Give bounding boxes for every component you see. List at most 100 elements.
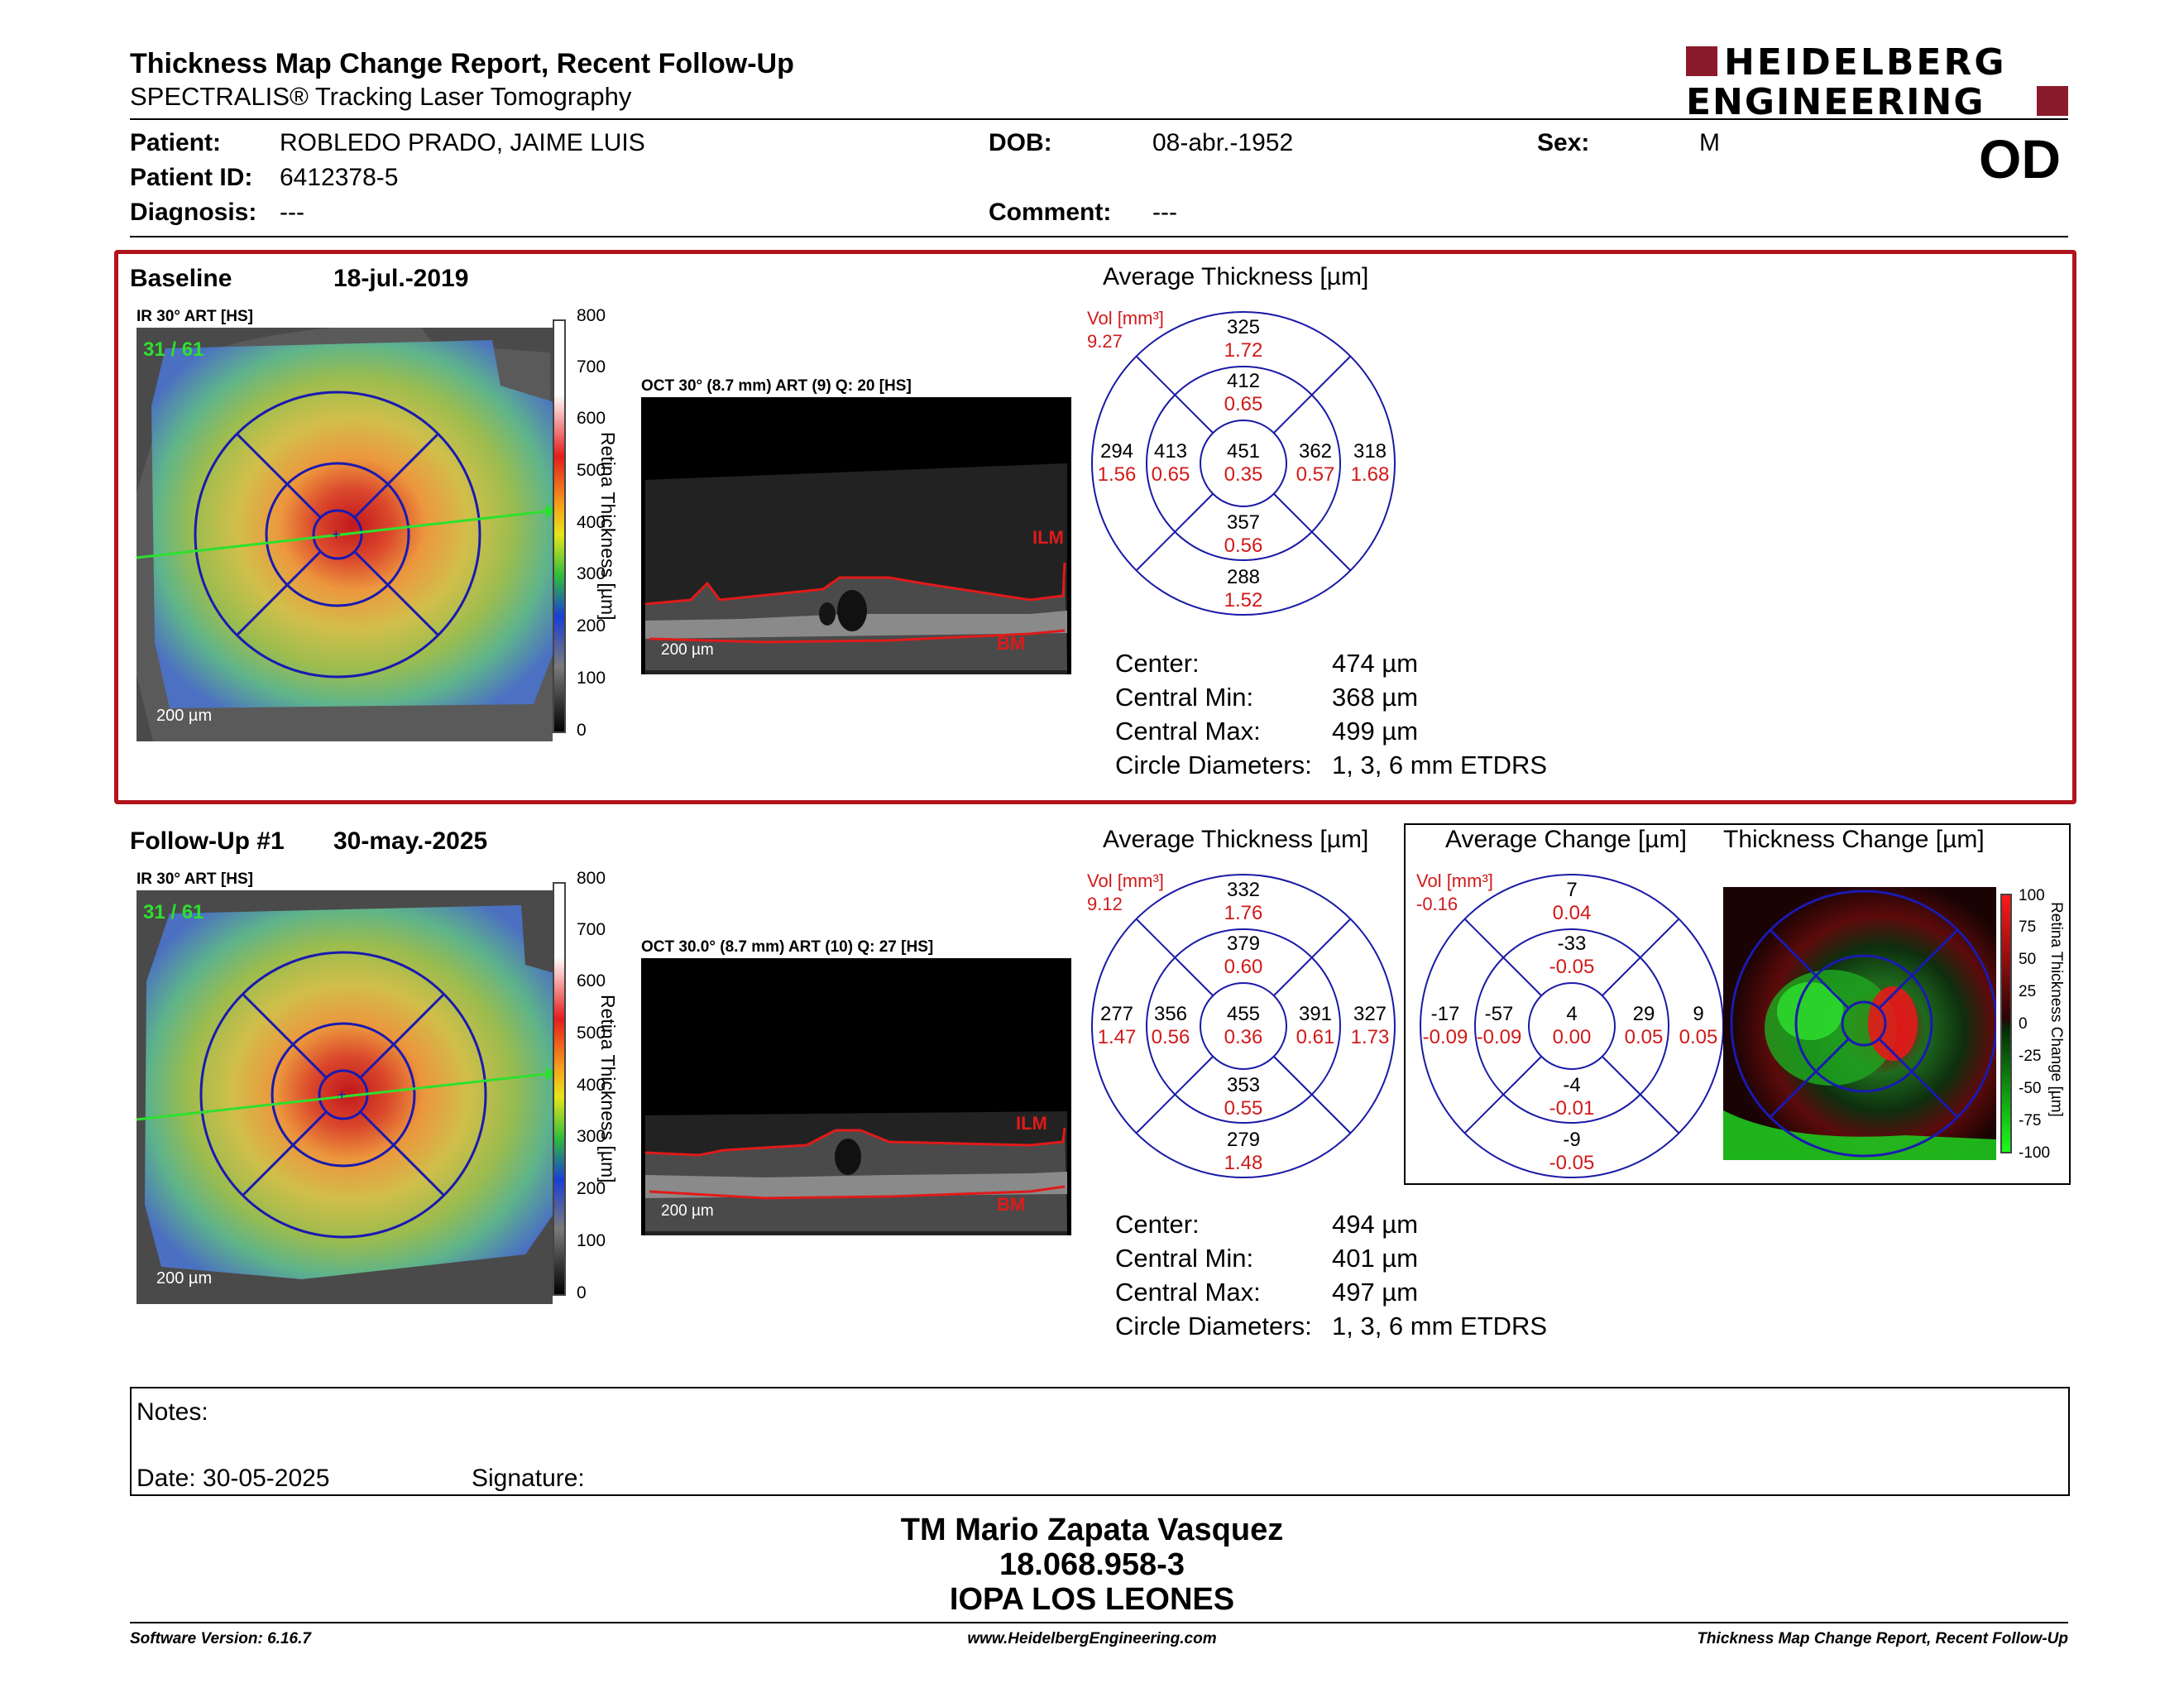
baseline-outer-bottom-thickness: 288: [1227, 566, 1260, 588]
baseline-stat-value: 474 µm: [1332, 649, 1419, 678]
signature-label: Signature:: [472, 1465, 585, 1492]
change-scale-tick: 0: [2019, 1015, 2028, 1033]
baseline-date: 18-jul.-2019: [333, 265, 469, 292]
followup-oct-label: OCT 30.0° (8.7 mm) ART (10) Q: 27 [HS]: [641, 938, 934, 956]
signer-institution: IOPA LOS LEONES: [949, 1582, 1235, 1617]
baseline-oct-scalebar: 200 µm: [661, 641, 714, 659]
followup-stat-value: 497 µm: [1332, 1278, 1419, 1307]
report-title: Thickness Map Change Report, Recent Foll…: [130, 48, 794, 79]
diagnosis-value: ---: [280, 199, 304, 226]
followup-thickness-scale: [553, 882, 566, 1296]
eye-indicator: OD: [1979, 128, 2061, 189]
followup-inner-right-thickness: 391: [1299, 1003, 1332, 1025]
followup-outer-left-thickness: 277: [1100, 1003, 1133, 1025]
followup-vol-value: 9.12: [1087, 894, 1123, 914]
change-inner-top-volume: -0.05: [1549, 956, 1595, 978]
change-outer-top-volume: 0.04: [1553, 902, 1592, 924]
baseline-oct-image: ILM BM 200 µm: [641, 397, 1071, 674]
followup-scale-tick: 800: [577, 869, 606, 888]
change-center-volume: 0.00: [1553, 1026, 1592, 1048]
change-center-thickness: 4: [1566, 1003, 1577, 1025]
heidelberg-logo: HEIDELBERG ENGINEERING: [1686, 41, 2068, 123]
followup-outer-right-volume: 1.73: [1351, 1026, 1390, 1048]
followup-scale-tick: 600: [577, 971, 606, 990]
header-divider: [130, 118, 2068, 120]
change-scale: [2000, 894, 2012, 1153]
followup-thickness-map: + 31 / 61 200 µm: [136, 890, 553, 1304]
footer-divider: [130, 1622, 2068, 1623]
followup-inner-top-thickness: 379: [1227, 933, 1260, 955]
logo-line1: HEIDELBERG: [1724, 41, 2007, 84]
followup-scale-tick: 400: [577, 1076, 606, 1095]
patient-divider: [130, 236, 2068, 237]
baseline-inner-top-thickness: 412: [1227, 370, 1260, 392]
followup-etdrs-grid: 332 1.76 379 0.60 455 0.36 353 0.55 279 …: [1090, 873, 1396, 1179]
baseline-stat-label: Central Min:: [1115, 683, 1254, 712]
baseline-inner-right-volume: 0.57: [1296, 463, 1335, 486]
baseline-outer-right-volume: 1.68: [1351, 463, 1390, 486]
baseline-scale-tick: 400: [577, 513, 606, 532]
signer-id: 18.068.958-3: [999, 1547, 1185, 1582]
baseline-outer-left-thickness: 294: [1100, 440, 1133, 463]
followup-outer-bottom-thickness: 279: [1227, 1129, 1260, 1151]
patient-id: 6412378-5: [280, 164, 399, 191]
baseline-section: [114, 250, 2076, 804]
followup-frames: 31 / 61: [143, 901, 204, 923]
followup-ir-label: IR 30° ART [HS]: [136, 870, 253, 888]
followup-stat-value: 401 µm: [1332, 1244, 1419, 1273]
followup-scale-title: Retina Thickness [µm]: [597, 995, 619, 1183]
followup-center-thickness: 455: [1227, 1003, 1260, 1025]
followup-outer-top-volume: 1.76: [1224, 902, 1263, 924]
followup-inner-bottom-volume: 0.55: [1224, 1097, 1263, 1120]
comment-value: ---: [1152, 199, 1177, 226]
comment-label: Comment:: [989, 199, 1112, 226]
followup-vol-label: Vol [mm³]: [1087, 870, 1164, 891]
change-inner-bottom-volume: -0.01: [1549, 1097, 1595, 1120]
followup-inner-top-volume: 0.60: [1224, 956, 1263, 978]
followup-scale-tick: 700: [577, 920, 606, 939]
change-outer-bottom-thickness: -9: [1563, 1129, 1580, 1151]
change-scale-title: Retina Thickness Change [µm]: [2048, 902, 2065, 1117]
diagnosis-label: Diagnosis:: [130, 199, 257, 226]
baseline-ir-label: IR 30° ART [HS]: [136, 308, 253, 325]
followup-ilm-label: ILM: [1016, 1113, 1047, 1134]
change-inner-left-volume: -0.09: [1477, 1026, 1522, 1048]
followup-scale-tick: 100: [577, 1231, 606, 1250]
baseline-frames: 31 / 61: [143, 338, 204, 361]
change-vol-value: -0.16: [1416, 894, 1458, 914]
change-scale-tick: -100: [2019, 1144, 2051, 1162]
baseline-scale-tick: 300: [577, 564, 606, 583]
baseline-scale-title: Retina Thickness [µm]: [597, 432, 619, 621]
baseline-scale-tick: 0: [577, 721, 587, 740]
followup-stat-label: Center:: [1115, 1210, 1200, 1239]
followup-inner-bottom-thickness: 353: [1227, 1074, 1260, 1096]
baseline-scale-tick: 200: [577, 616, 606, 635]
followup-label: Follow-Up #1: [130, 827, 285, 855]
followup-scale-tick: 300: [577, 1127, 606, 1146]
baseline-avg-title: Average Thickness [µm]: [1103, 263, 1369, 290]
followup-outer-left-volume: 1.47: [1098, 1026, 1137, 1048]
change-scale-tick: -25: [2019, 1048, 2042, 1065]
footer-report-title: Thickness Map Change Report, Recent Foll…: [1697, 1630, 2068, 1647]
baseline-outer-left-volume: 1.56: [1098, 463, 1137, 486]
change-avg-title: Average Change [µm]: [1445, 826, 1687, 853]
patient-label: Patient:: [130, 129, 222, 156]
change-scale-tick: -50: [2019, 1080, 2042, 1097]
baseline-inner-top-volume: 0.65: [1224, 393, 1263, 415]
website-link[interactable]: www.HeidelbergEngineering.com: [967, 1630, 1217, 1647]
thickness-change-title: Thickness Change [µm]: [1723, 826, 1985, 853]
baseline-thickness-map: + 31 / 61 200 µm: [136, 328, 553, 741]
baseline-stat-value: 1, 3, 6 mm ETDRS: [1332, 750, 1548, 779]
baseline-vol-value: 9.27: [1087, 331, 1123, 352]
baseline-stat-label: Circle Diameters:: [1115, 750, 1312, 779]
notes-box[interactable]: [130, 1387, 2070, 1496]
change-panel: [1404, 823, 2071, 1185]
followup-scale-tick: 500: [577, 1024, 606, 1043]
followup-inner-right-volume: 0.61: [1296, 1026, 1335, 1048]
baseline-scale-tick: 500: [577, 461, 606, 480]
thickness-change-map: [1723, 887, 1998, 1160]
followup-date: 30-may.-2025: [333, 827, 488, 855]
baseline-thickness-scale: [553, 319, 566, 733]
signer-name: TM Mario Zapata Vasquez: [900, 1513, 1284, 1547]
change-inner-right-volume: 0.05: [1625, 1026, 1664, 1048]
